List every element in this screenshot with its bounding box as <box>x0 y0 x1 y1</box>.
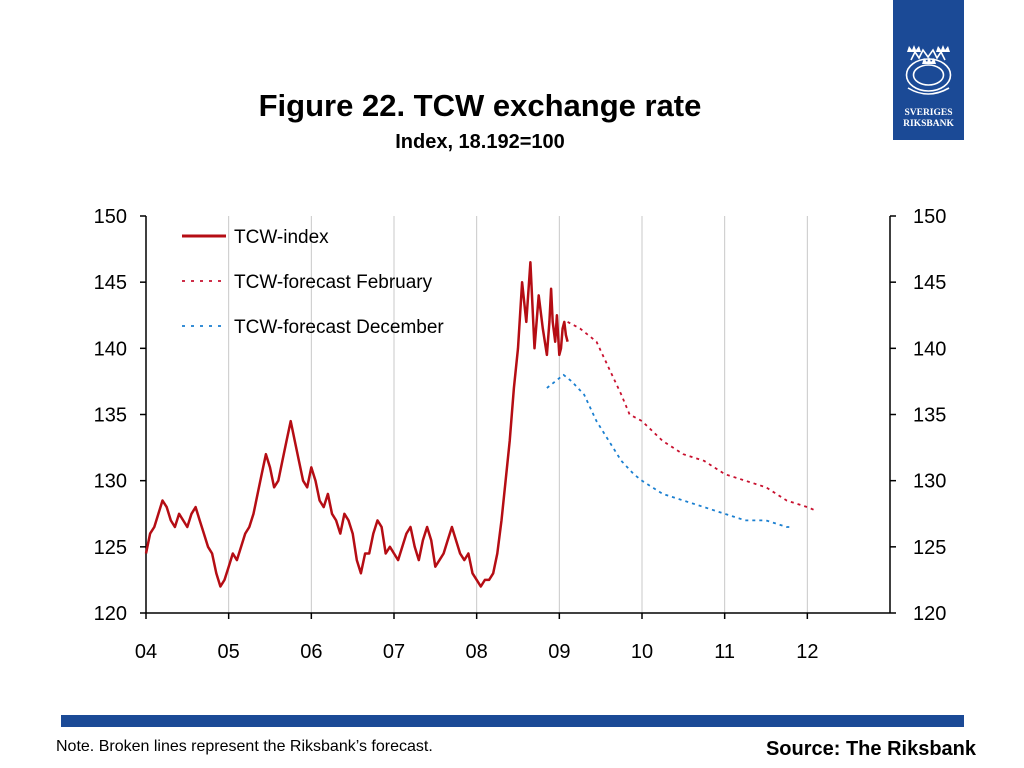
logo-line-1: SVERIGES <box>904 108 953 118</box>
y-tick-label-right: 130 <box>913 471 946 493</box>
y-tick-label-right: 145 <box>913 272 946 294</box>
riksbank-logo: SVERIGES RIKSBANK <box>893 0 964 140</box>
y-tick-label-left: 140 <box>94 338 127 360</box>
series-line-2 <box>546 373 791 528</box>
logo-text: SVERIGES RIKSBANK <box>893 108 964 130</box>
x-tick-label: 10 <box>631 641 653 663</box>
y-tick-label-right: 135 <box>913 405 946 427</box>
legend-label-1: TCW-forecast February <box>234 272 433 293</box>
y-tick-label-left: 135 <box>94 405 127 427</box>
y-tick-label-right: 150 <box>913 206 946 228</box>
x-tick-label: 08 <box>466 641 488 663</box>
y-tick-label-right: 125 <box>913 537 946 559</box>
y-tick-label-right: 120 <box>913 603 946 625</box>
x-tick-label: 09 <box>548 641 570 663</box>
y-tick-label-left: 130 <box>94 471 127 493</box>
series-line-1 <box>567 321 815 511</box>
legend: TCW-index TCW-forecast February TCW-foreca… <box>182 227 444 338</box>
legend-label-2: TCW-forecast December <box>234 317 444 338</box>
crown-emblem-icon <box>905 45 952 95</box>
y-tick-label-left: 120 <box>94 603 127 625</box>
x-tick-label: 07 <box>383 641 405 663</box>
y-tick-label-left: 150 <box>94 206 127 228</box>
x-tick-label: 11 <box>714 641 735 663</box>
legend-label-0: TCW-index <box>234 227 329 248</box>
exchange-rate-chart: 120 120 125 125 130 130 135 135 140 140 145 145 150 1… <box>94 206 947 663</box>
x-tick-label: 05 <box>218 641 240 663</box>
y-tick-label-right: 140 <box>913 338 946 360</box>
x-tick-label: 06 <box>300 641 322 663</box>
logo-line-2: RIKSBANK <box>903 119 954 129</box>
x-tick-label: 12 <box>796 641 818 663</box>
x-tick-label: 04 <box>135 641 157 663</box>
footer-note: Note. Broken lines represent the Riksban… <box>56 738 433 755</box>
axes: 120 120 125 125 130 130 135 135 140 140 145 145 150 1… <box>94 206 947 663</box>
series-lines <box>144 261 815 588</box>
y-tick-label-left: 125 <box>94 537 127 559</box>
footer-source: Source: The Riksbank <box>765 738 976 760</box>
footer-bar <box>61 715 964 727</box>
chart-title: Figure 22. TCW exchange rate <box>258 88 702 123</box>
chart-subtitle: Index, 18.192=100 <box>395 131 565 153</box>
grid-lines <box>228 216 808 613</box>
series-line-0 <box>144 261 569 588</box>
y-tick-label-left: 145 <box>94 272 127 294</box>
